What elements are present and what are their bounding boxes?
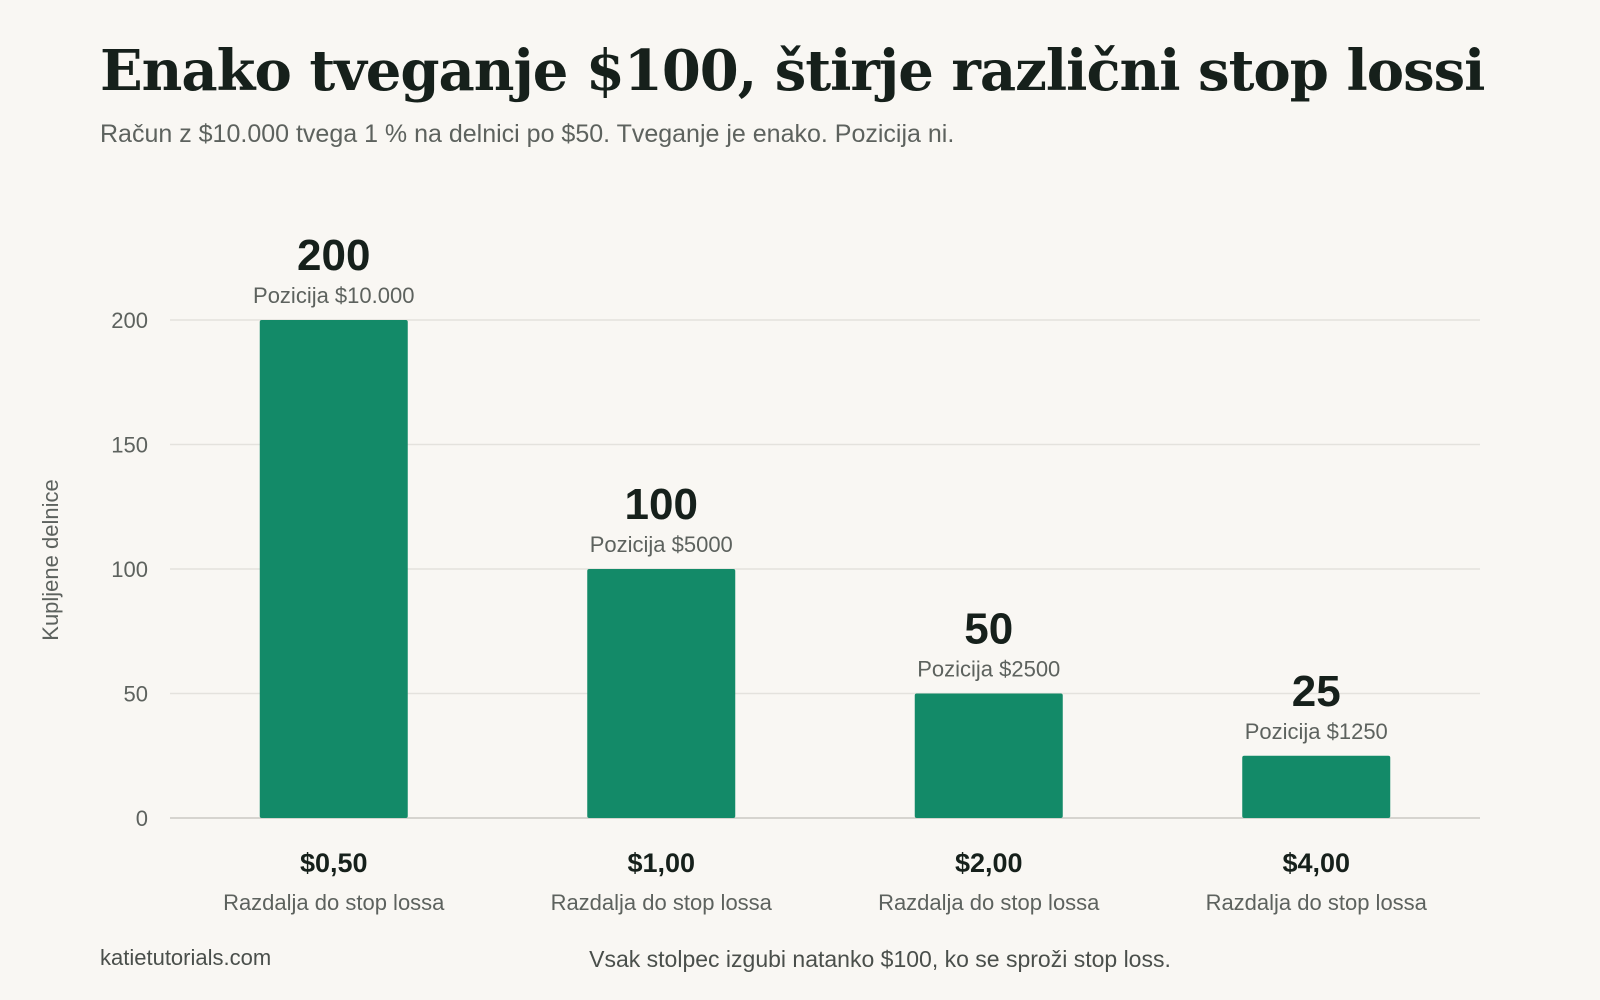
position-annotation: Pozicija $1250 [1245,719,1388,744]
y-tick-label: 0 [136,806,148,831]
x-tick-sublabel: Razdalja do stop lossa [223,890,445,915]
position-annotation: Pozicija $5000 [590,532,733,557]
y-tick-label: 100 [111,557,148,582]
footer-note: Vsak stolpec izgubi natanko $100, ko se … [589,946,1171,972]
bar-value-label: 200 [297,231,370,280]
bar-labels: 200 Pozicija $10.000 100 Pozicija $5000 50 Po… [253,231,1388,744]
bar-value-label: 100 [625,480,698,529]
bar [259,320,408,818]
bar-value-label: 50 [964,605,1013,654]
x-tick-sublabel: Razdalja do stop lossa [1206,890,1428,915]
x-tick-sublabel: Razdalja do stop lossa [551,890,773,915]
y-axis-ticks: 0 50 100 150 200 [111,308,148,831]
chart-subtitle: Račun z $10.000 tvega 1 % na delnici po … [100,120,955,148]
x-tick-label: $1,00 [627,848,695,878]
source-credit: katietutorials.com [100,945,272,970]
x-tick-label: $0,50 [300,848,368,878]
y-axis-label: Kupljene delnice [38,479,63,640]
chart-title: Enako tveganje $100, štirje različni sto… [100,38,1485,104]
y-tick-label: 150 [111,433,148,458]
x-tick-label: $2,00 [955,848,1023,878]
x-tick-sublabel: Razdalja do stop lossa [878,890,1100,915]
x-axis-ticks: $0,50 Razdalja do stop lossa $1,00 Razdalja… [223,848,1428,915]
bar [1242,755,1391,818]
y-tick-label: 200 [111,308,148,333]
position-annotation: Pozicija $10.000 [253,283,414,308]
bar-value-label: 25 [1292,667,1341,716]
bar [914,693,1063,818]
bars [259,320,1391,818]
position-annotation: Pozicija $2500 [917,657,1060,682]
x-tick-label: $4,00 [1282,848,1350,878]
y-tick-label: 50 [124,682,148,707]
bar [587,569,736,818]
